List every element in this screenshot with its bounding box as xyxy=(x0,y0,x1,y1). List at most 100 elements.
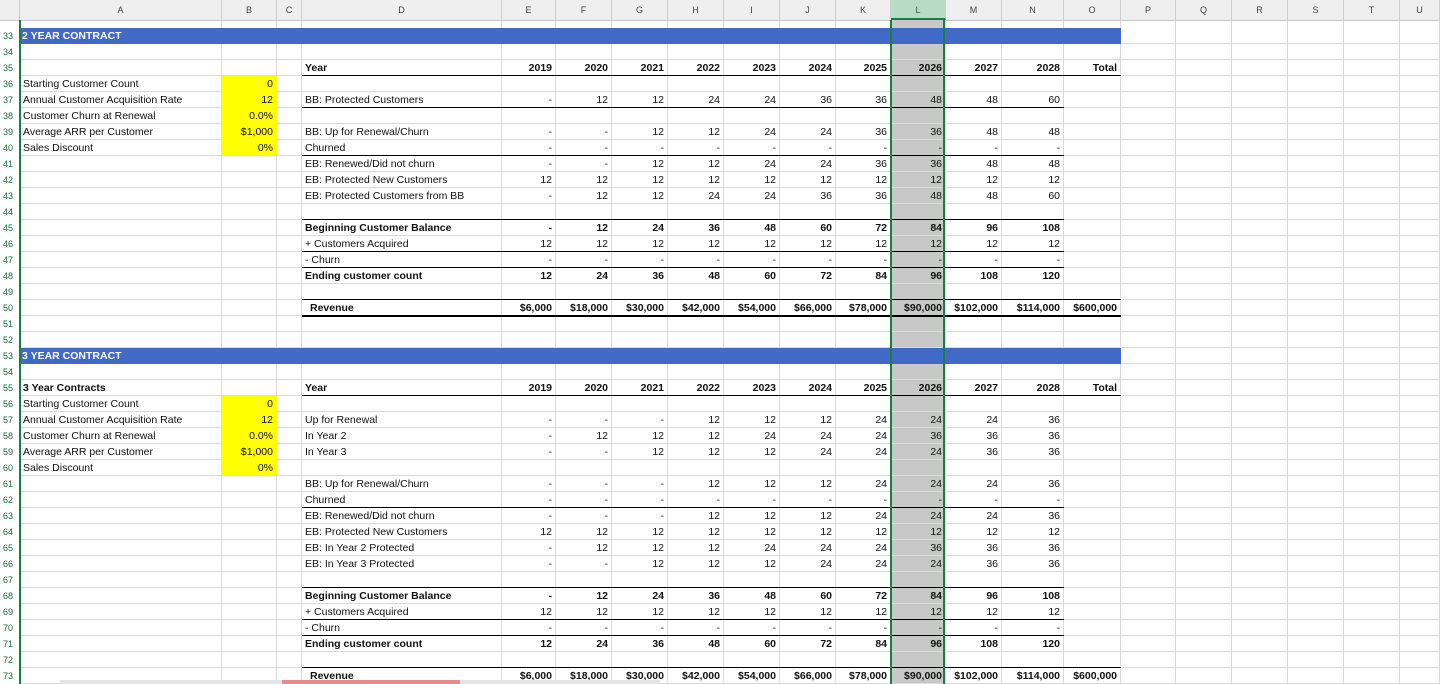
cell-e69[interactable]: 12 xyxy=(540,606,552,618)
row-header[interactable]: 54 xyxy=(3,367,14,377)
cell-b60[interactable]: 0% xyxy=(257,462,273,474)
cell-g66[interactable]: 12 xyxy=(652,558,664,570)
cell-o35[interactable]: Total xyxy=(1092,62,1117,74)
cell-g62[interactable]: - xyxy=(660,494,665,506)
cell-k45[interactable]: 72 xyxy=(875,222,887,234)
cell-m45[interactable]: 96 xyxy=(986,222,998,234)
cell-e65[interactable]: - xyxy=(548,542,553,554)
cell-k48[interactable]: 84 xyxy=(875,270,887,282)
cell-k59[interactable]: 24 xyxy=(875,446,887,458)
cell-d64[interactable]: EB: Protected New Customers xyxy=(305,526,448,538)
cell-f48[interactable]: 24 xyxy=(596,270,608,282)
row-header[interactable]: 55 xyxy=(3,383,14,393)
cell-h68[interactable]: 36 xyxy=(708,590,720,602)
cell-l58[interactable]: 36 xyxy=(930,430,942,442)
cell-b37[interactable]: 12 xyxy=(261,94,273,106)
cell-m40[interactable]: - xyxy=(994,142,999,154)
column-header-d[interactable]: D xyxy=(302,0,502,20)
cell-g58[interactable]: 12 xyxy=(652,430,664,442)
cell-h63[interactable]: 12 xyxy=(708,510,720,522)
cell-i62[interactable]: - xyxy=(772,494,777,506)
cell-k42[interactable]: 12 xyxy=(875,174,887,186)
row-header[interactable]: 65 xyxy=(3,543,14,553)
row-header[interactable]: 34 xyxy=(3,47,14,57)
cell-h64[interactable]: 12 xyxy=(708,526,720,538)
cell-g63[interactable]: - xyxy=(660,510,665,522)
cell-e66[interactable]: - xyxy=(548,558,553,570)
cell-h71[interactable]: 48 xyxy=(708,638,720,650)
cell-e40[interactable]: - xyxy=(548,142,553,154)
cell-n41[interactable]: 48 xyxy=(1048,158,1060,170)
cell-k58[interactable]: 24 xyxy=(875,430,887,442)
cell-k40[interactable]: - xyxy=(883,142,888,154)
cell-m46[interactable]: 12 xyxy=(986,238,998,250)
column-header-p[interactable]: P xyxy=(1121,0,1176,20)
row-header[interactable]: 51 xyxy=(3,319,14,329)
cell-f71[interactable]: 24 xyxy=(596,638,608,650)
cell-n55[interactable]: 2028 xyxy=(1036,382,1060,394)
cell-m41[interactable]: 48 xyxy=(986,158,998,170)
cell-d73[interactable]: Revenue xyxy=(310,670,354,682)
cell-f41[interactable]: - xyxy=(604,158,609,170)
cell-e57[interactable]: - xyxy=(548,414,553,426)
cell-f39[interactable]: - xyxy=(604,126,609,138)
cell-m66[interactable]: 36 xyxy=(986,558,998,570)
cell-n47[interactable]: - xyxy=(1056,254,1061,266)
cell-i65[interactable]: 24 xyxy=(764,542,776,554)
column-header-c[interactable]: C xyxy=(277,0,302,20)
cell-g68[interactable]: 24 xyxy=(652,590,664,602)
row-header[interactable]: 50 xyxy=(3,303,14,313)
cell-f62[interactable]: - xyxy=(604,494,609,506)
cell-j69[interactable]: 12 xyxy=(820,606,832,618)
row-header[interactable]: 72 xyxy=(3,655,14,665)
cell-g45[interactable]: 24 xyxy=(652,222,664,234)
corner-select-all[interactable] xyxy=(0,0,20,20)
row-header[interactable]: 66 xyxy=(3,559,14,569)
cell-l47[interactable]: - xyxy=(938,254,943,266)
cell-m71[interactable]: 108 xyxy=(980,638,998,650)
cell-n48[interactable]: 120 xyxy=(1042,270,1060,282)
cell-m70[interactable]: - xyxy=(994,622,999,634)
cell-m61[interactable]: 24 xyxy=(986,478,998,490)
row-header[interactable]: 35 xyxy=(3,63,14,73)
cell-a39[interactable]: Average ARR per Customer xyxy=(23,126,153,138)
cell-h48[interactable]: 48 xyxy=(708,270,720,282)
cell-k46[interactable]: 12 xyxy=(875,238,887,250)
cell-j70[interactable]: - xyxy=(828,622,833,634)
cell-f50[interactable]: $18,000 xyxy=(570,302,608,314)
cell-d48[interactable]: Ending customer count xyxy=(305,270,423,282)
cell-g70[interactable]: - xyxy=(660,622,665,634)
cell-k73[interactable]: $78,000 xyxy=(849,670,887,682)
cell-d35[interactable]: Year xyxy=(305,62,328,74)
cell-a56[interactable]: Starting Customer Count xyxy=(23,398,139,410)
row-header[interactable]: 37 xyxy=(3,95,14,105)
row-header[interactable]: 59 xyxy=(3,447,14,457)
row-header[interactable]: 67 xyxy=(3,575,14,585)
cell-e64[interactable]: 12 xyxy=(540,526,552,538)
cell-f58[interactable]: 12 xyxy=(596,430,608,442)
cell-d68[interactable]: Beginning Customer Balance xyxy=(305,590,452,602)
cell-h37[interactable]: 24 xyxy=(708,94,720,106)
row-header[interactable]: 64 xyxy=(3,527,14,537)
cell-a40[interactable]: Sales Discount xyxy=(23,142,94,154)
cell-e45[interactable]: - xyxy=(548,222,553,234)
cell-i61[interactable]: 12 xyxy=(764,478,776,490)
row-header[interactable]: 38 xyxy=(3,111,14,121)
cell-a60[interactable]: Sales Discount xyxy=(23,462,94,474)
cell-l65[interactable]: 36 xyxy=(930,542,942,554)
cell-m47[interactable]: - xyxy=(994,254,999,266)
cell-l42[interactable]: 12 xyxy=(930,174,942,186)
cell-n68[interactable]: 108 xyxy=(1042,590,1060,602)
cell-e58[interactable]: - xyxy=(548,430,553,442)
cell-n58[interactable]: 36 xyxy=(1048,430,1060,442)
cell-g35[interactable]: 2021 xyxy=(640,62,664,74)
cell-j42[interactable]: 12 xyxy=(820,174,832,186)
cell-i66[interactable]: 12 xyxy=(764,558,776,570)
column-header-s[interactable]: S xyxy=(1288,0,1344,20)
row-header[interactable]: 57 xyxy=(3,415,14,425)
cell-b56[interactable]: 0 xyxy=(267,398,273,410)
cell-d62[interactable]: Churned xyxy=(305,494,346,506)
row-header[interactable]: 41 xyxy=(3,159,14,169)
cell-n42[interactable]: 12 xyxy=(1048,174,1060,186)
